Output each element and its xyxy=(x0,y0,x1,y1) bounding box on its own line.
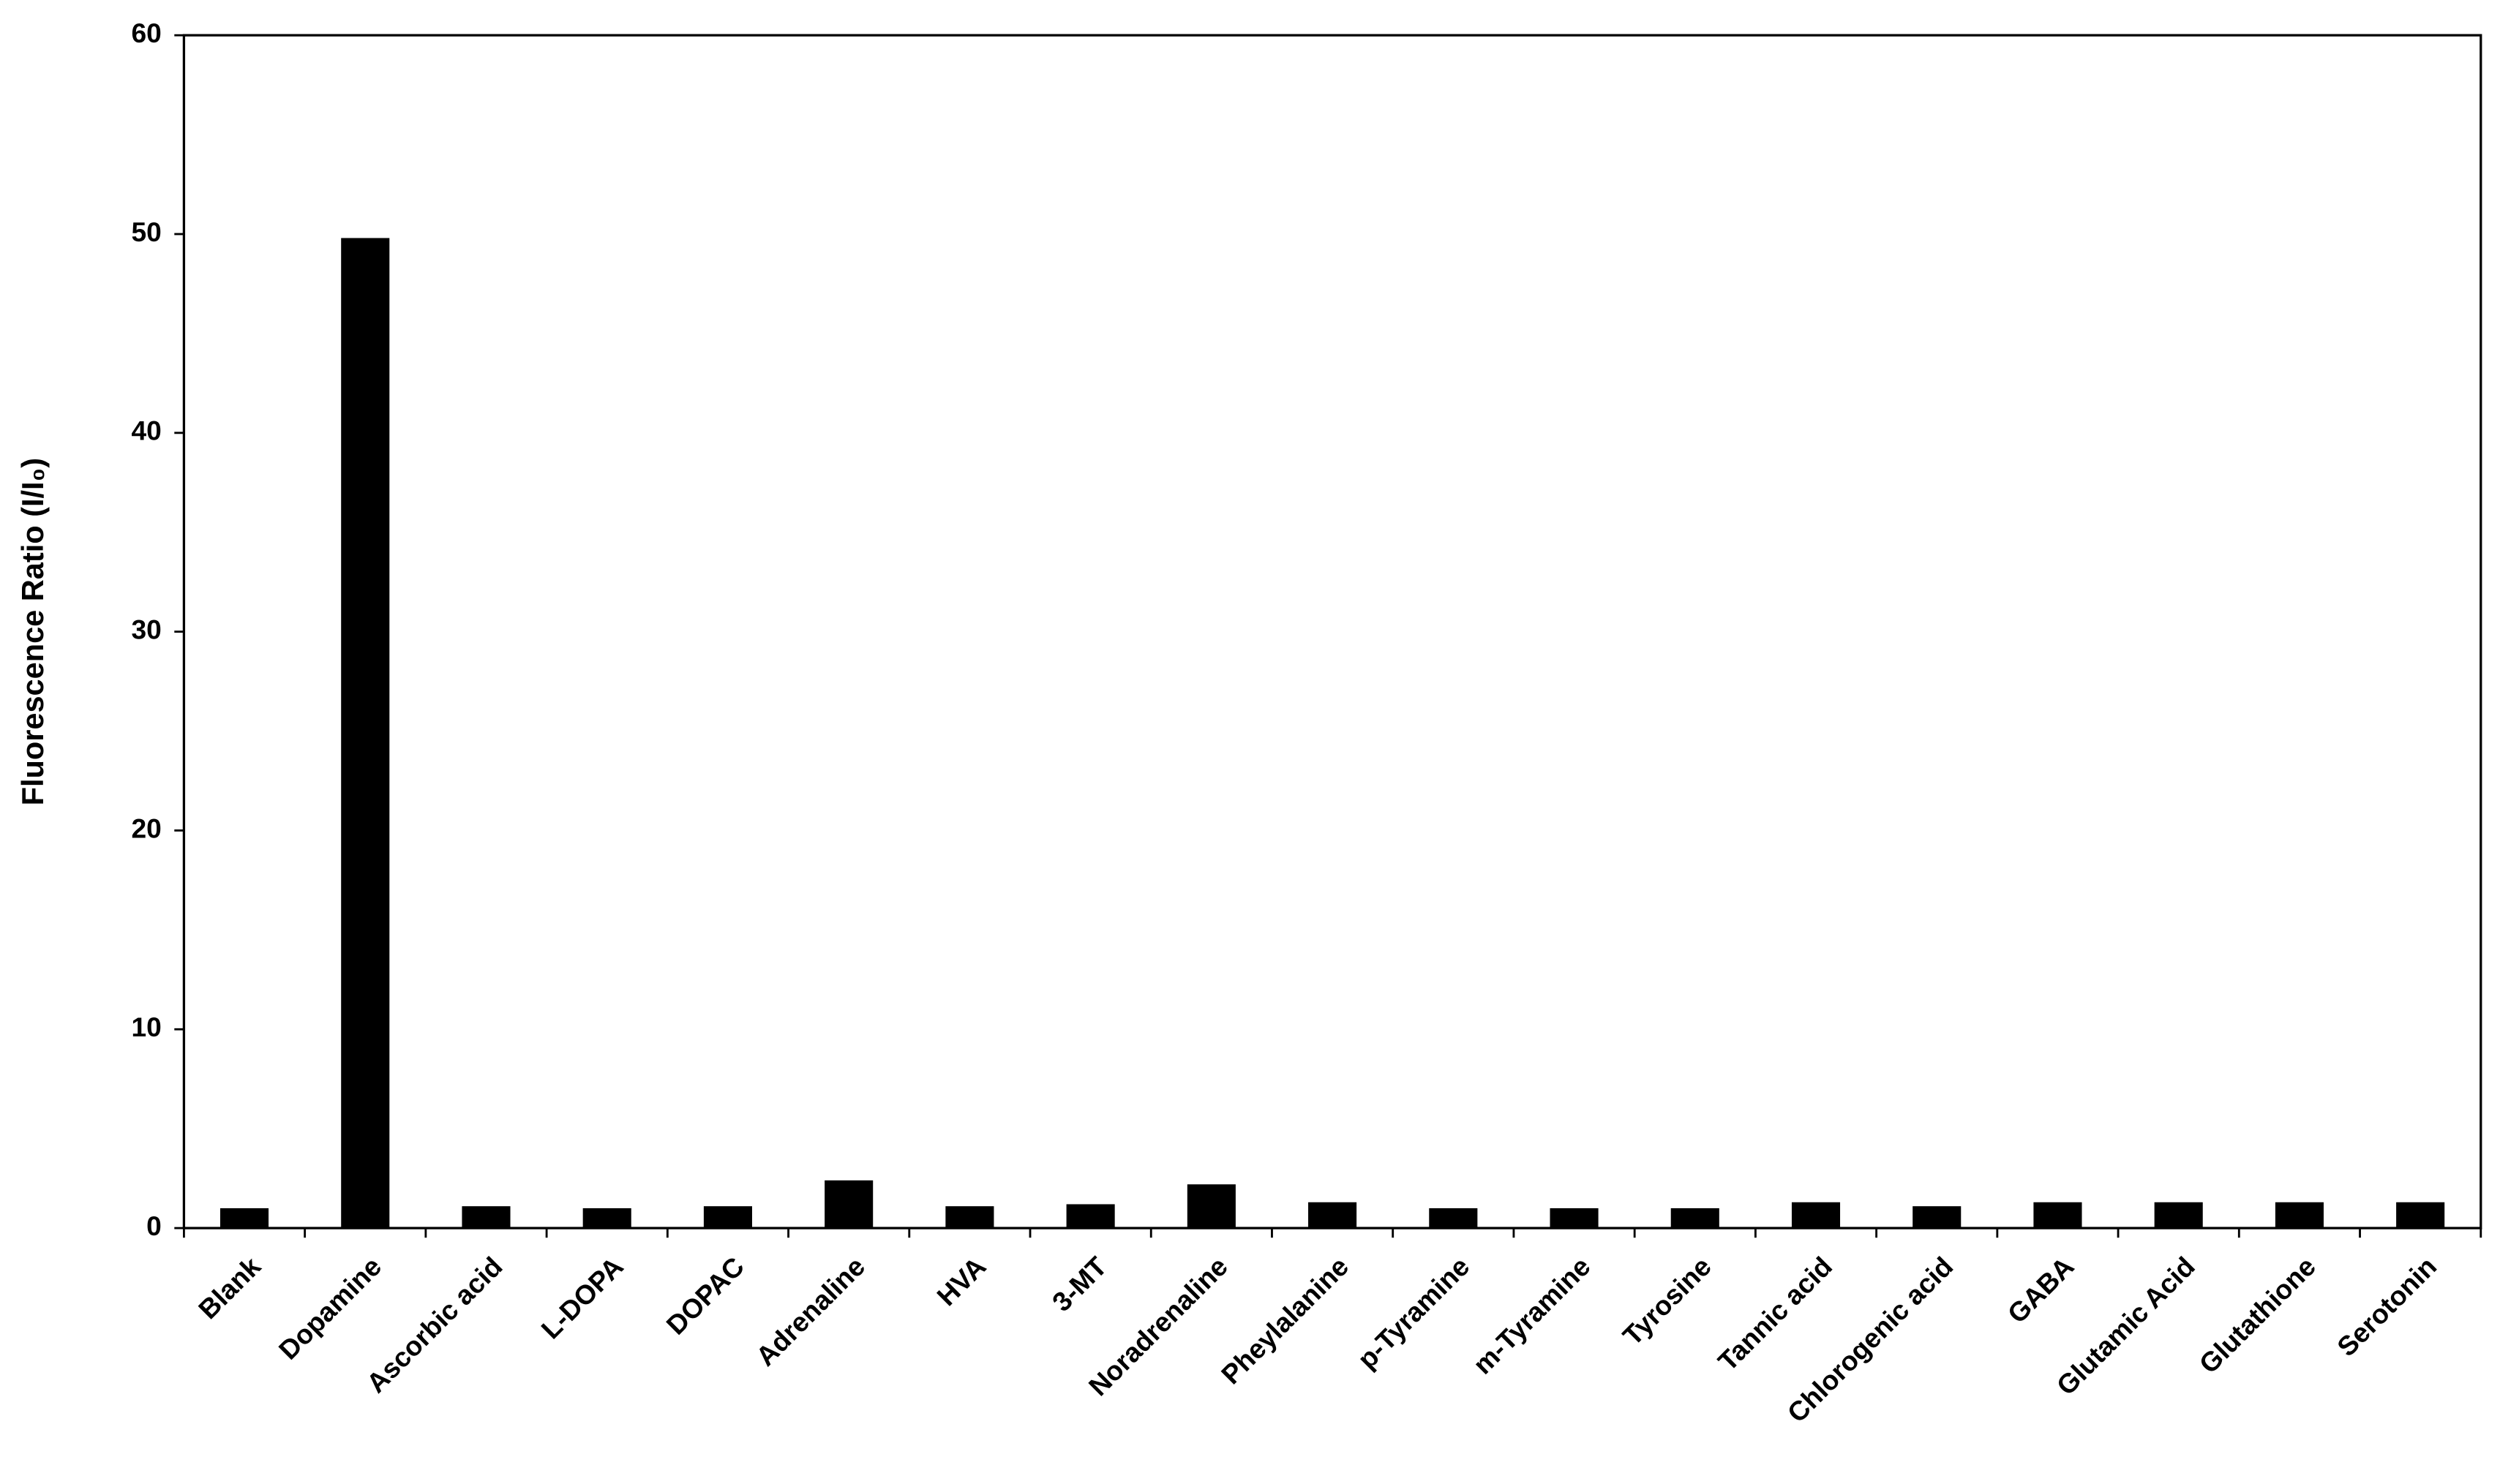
bar xyxy=(945,1206,994,1229)
x-tick-label: Dopamine xyxy=(273,1251,388,1366)
x-tick-label: Pheylalanine xyxy=(1215,1251,1354,1390)
x-tick-label: L-DOPA xyxy=(535,1251,628,1344)
x-tick-label: GABA xyxy=(2001,1251,2079,1329)
x-tick-label: DOPAC xyxy=(660,1251,750,1341)
bar xyxy=(1429,1208,1478,1229)
x-tick-label: Tannic acid xyxy=(1712,1251,1838,1376)
x-tick-label: Glutathione xyxy=(2193,1251,2321,1379)
bar xyxy=(2275,1202,2324,1229)
x-tick-label: 3-MT xyxy=(1046,1251,1113,1317)
x-tick-label: Serotonin xyxy=(2331,1251,2442,1362)
bar xyxy=(2154,1202,2203,1229)
bar xyxy=(825,1180,874,1229)
bar xyxy=(219,1208,269,1229)
bar xyxy=(1912,1206,1962,1229)
x-tick-label: m-Tyramine xyxy=(1467,1251,1596,1380)
x-tick-label: Tyrosine xyxy=(1617,1251,1717,1351)
bar xyxy=(582,1208,631,1229)
bar xyxy=(1187,1184,1236,1229)
bar xyxy=(1308,1202,1357,1229)
bar xyxy=(2033,1202,2082,1229)
bar xyxy=(1670,1208,1719,1229)
bar xyxy=(2396,1202,2445,1229)
y-tick-label: 30 xyxy=(131,614,161,644)
bar xyxy=(1550,1208,1599,1229)
y-tick-label: 10 xyxy=(131,1012,161,1042)
x-tick-label: HVA xyxy=(931,1251,991,1311)
y-axis-label: Fluorescence Ratio (I/I₀) xyxy=(15,458,50,805)
x-tick-label: Blank xyxy=(192,1251,266,1325)
bar xyxy=(703,1206,752,1229)
bar xyxy=(341,238,390,1229)
y-tick-label: 0 xyxy=(146,1210,162,1241)
bar xyxy=(1066,1204,1115,1229)
y-tick-label: 50 xyxy=(131,216,161,247)
plot-frame xyxy=(182,34,2482,1229)
x-tick-label: Adrenaline xyxy=(750,1251,871,1371)
y-tick-label: 20 xyxy=(131,813,161,843)
bar xyxy=(1791,1202,1841,1229)
y-tick-label: 40 xyxy=(131,415,161,446)
bar xyxy=(462,1206,511,1229)
y-tick-label: 60 xyxy=(131,18,161,48)
x-tick-label: p-Tyramine xyxy=(1351,1251,1475,1374)
